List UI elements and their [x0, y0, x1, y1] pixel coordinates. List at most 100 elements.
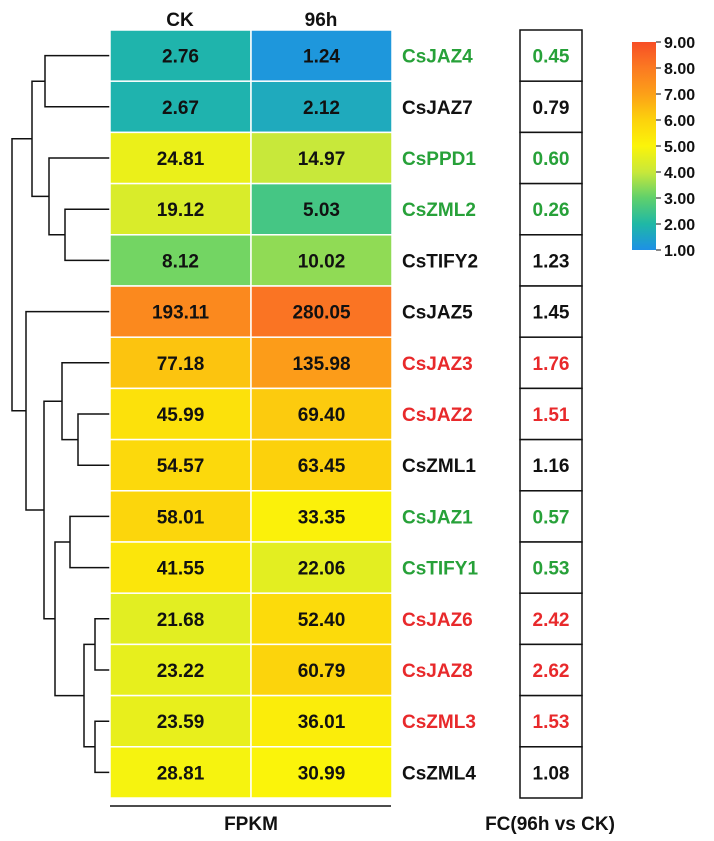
fc-value: 2.42 — [533, 610, 570, 631]
cell-value: 30.99 — [298, 763, 346, 784]
cell-value: 45.99 — [157, 405, 205, 426]
heatmap-cell-cszml1-96h — [250, 438, 393, 492]
cell-value: 280.05 — [292, 303, 351, 324]
fc-value: 0.60 — [533, 149, 570, 170]
color-scale-bar — [632, 42, 656, 250]
cell-value: 2.12 — [303, 98, 340, 119]
column-header-96h: 96h — [305, 10, 338, 31]
gene-label: CsJAZ3 — [402, 354, 473, 375]
fc-box — [519, 336, 583, 390]
cell-value: 28.81 — [157, 763, 205, 784]
cell-value: 63.45 — [298, 456, 346, 477]
heatmap-cell-cszml3-96h — [250, 694, 393, 748]
gene-labels: CsJAZ4 CsJAZ7 CsPPD1 CsZML2 CsTIFY2 CsJAZ5 CsJ… — [402, 47, 478, 785]
fc-value: 2.62 — [533, 661, 570, 682]
fc-value: 1.08 — [533, 763, 570, 784]
gene-label: CsJAZ5 — [402, 303, 473, 324]
fc-box — [519, 592, 583, 646]
cell-value: 10.02 — [298, 251, 346, 272]
cell-value: 41.55 — [157, 559, 205, 580]
fc-box — [519, 643, 583, 697]
gene-label: CsTIFY2 — [402, 251, 478, 272]
cell-value: 22.06 — [298, 559, 346, 580]
cell-value: 135.98 — [292, 354, 350, 375]
cell-value: 14.97 — [298, 149, 346, 170]
cell-value: 193.11 — [152, 303, 209, 324]
dendrogram-branch — [94, 720, 110, 774]
cell-value: 23.59 — [157, 712, 205, 733]
cell-value: 54.57 — [157, 456, 205, 477]
gene-label: CsJAZ4 — [402, 47, 473, 68]
heatmap-cells — [109, 29, 393, 799]
gene-label: CsPPD1 — [402, 149, 476, 170]
scale-tick-label: 4.00 — [664, 165, 695, 182]
fc-value: 1.51 — [533, 405, 570, 426]
cell-value: 33.35 — [298, 507, 346, 528]
fc-value: 0.26 — [533, 200, 570, 221]
fc-value: 0.45 — [533, 47, 570, 68]
heatmap-cell-csjaz3-96h — [250, 336, 393, 390]
fc-box — [519, 438, 583, 492]
fc-box — [519, 746, 583, 799]
dendrogram-branch — [94, 618, 110, 671]
gene-label: CsZML4 — [402, 763, 476, 784]
heatmap-cell-cstify2-96h — [250, 234, 393, 287]
heatmap-cell-csjaz1-ck — [109, 490, 252, 543]
cell-value: 2.67 — [162, 98, 199, 119]
cell-value: 58.01 — [157, 507, 205, 528]
cell-value: 77.18 — [157, 354, 205, 375]
dendrogram-branch — [44, 54, 110, 108]
cell-value: 52.40 — [298, 610, 346, 631]
gene-label: CsTIFY1 — [402, 559, 478, 580]
fc-box — [519, 182, 583, 236]
heatmap-cell-csjaz3-ck — [109, 336, 252, 390]
fc-value: 0.57 — [533, 507, 570, 528]
fc-value: 1.76 — [533, 354, 570, 375]
scale-tick-label: 7.00 — [664, 87, 695, 104]
gene-label: CsJAZ6 — [402, 610, 473, 631]
dendrogram-branch — [25, 310, 110, 511]
fc-value: 0.79 — [533, 98, 570, 119]
heatmap-cell-csjaz7-96h — [250, 80, 393, 134]
heatmap-cell-cstify1-96h — [250, 541, 393, 594]
gene-label: CsJAZ2 — [402, 405, 473, 426]
fc-value: 1.53 — [533, 712, 570, 733]
fc-box — [519, 285, 583, 338]
column-header-ck: CK — [166, 10, 194, 31]
cell-value: 8.12 — [162, 251, 199, 272]
color-scale-ticks: 9.00 8.00 7.00 6.00 5.00 4.00 3.00 2.00 1.00 — [656, 35, 695, 260]
cell-value: 36.01 — [298, 712, 346, 733]
dendrogram-branch — [77, 413, 110, 466]
dendrogram-branch — [43, 400, 62, 620]
gene-label: CsJAZ8 — [402, 661, 473, 682]
fc-value: 1.23 — [533, 251, 570, 272]
cell-value: 19.12 — [157, 200, 205, 221]
scale-tick-label: 5.00 — [664, 139, 695, 156]
cell-value: 24.81 — [157, 149, 205, 170]
heatmap-cell-cszml4-96h — [250, 746, 393, 799]
heatmap-cell-csjaz5-96h — [250, 285, 393, 338]
heatmap-cell-csjaz4-96h — [250, 29, 393, 82]
fc-box — [519, 29, 583, 82]
gene-label: CsJAZ7 — [402, 98, 473, 119]
cell-value: 1.24 — [303, 47, 340, 68]
cell-value: 2.76 — [162, 47, 199, 68]
row-dendrogram — [11, 54, 110, 774]
gene-label: CsZML2 — [402, 200, 476, 221]
fc-box — [519, 694, 583, 748]
cell-value: 21.68 — [157, 610, 205, 631]
heatmap-cell-cszml2-96h — [250, 182, 393, 236]
fpkm-axis-label: FPKM — [224, 814, 278, 835]
fold-change-boxes — [519, 29, 583, 799]
gene-label: CsJAZ1 — [402, 507, 473, 528]
gene-label: CsZML3 — [402, 712, 476, 733]
fc-box — [519, 131, 583, 185]
fc-value: 1.16 — [533, 456, 570, 477]
scale-tick-label: 2.00 — [664, 217, 695, 234]
heatmap-cell-csjaz8-96h — [250, 643, 393, 697]
heatmap-cell-csjaz2-ck — [109, 387, 252, 441]
dendrogram-branch — [11, 138, 32, 412]
heatmap-cell-values: 2.76 1.24 2.67 2.12 24.81 14.97 19.12 5.03 8.12 1… — [152, 47, 351, 785]
gene-label: CsZML1 — [402, 456, 476, 477]
heatmap-cell-cstify2-ck — [109, 234, 252, 287]
